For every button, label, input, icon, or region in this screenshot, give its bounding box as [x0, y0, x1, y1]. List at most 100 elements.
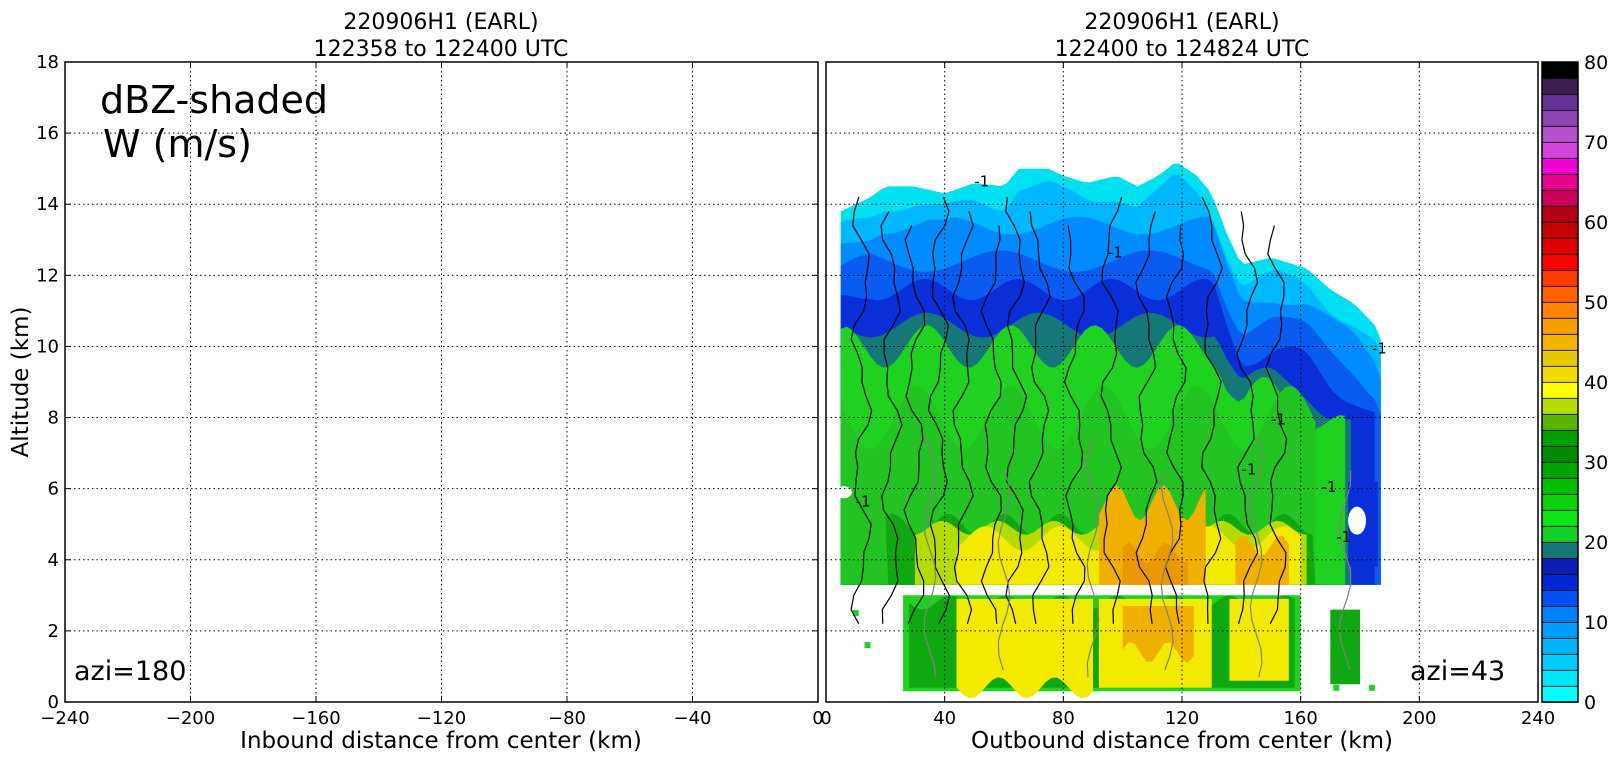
colorbar-tick-label: 20: [1584, 532, 1608, 554]
reflectivity-pixel: [852, 610, 859, 617]
contour-label: -1: [856, 492, 871, 510]
contour-line: [1028, 211, 1051, 624]
contour-line: [1160, 470, 1174, 671]
reflectivity-pixel: [864, 642, 871, 649]
right-x-axis-label: Outbound distance from center (km): [971, 728, 1393, 754]
y-axis-label: Altitude (km): [8, 307, 34, 458]
colorbar-swatch: [1541, 365, 1579, 383]
colorbar-swatch: [1541, 397, 1579, 415]
colorbar-swatch: [1541, 189, 1579, 207]
colorbar-tick-label: 10: [1584, 612, 1608, 634]
x-tick-label: −120: [417, 708, 466, 729]
contour-line: [923, 435, 937, 678]
left-x-ticks: −240 −200 −160 −120 −80 −40 0: [40, 62, 824, 729]
colorbar-swatch: [1541, 605, 1579, 623]
colorbar-swatch: [1541, 461, 1579, 479]
reflectivity-layer: [1122, 542, 1188, 585]
colorbar-swatch: [1541, 589, 1579, 607]
contour-line: [1100, 196, 1123, 624]
right-x-ticks: 0 40 80 120 160 200 240: [820, 62, 1555, 729]
colorbar-swatch: [1541, 413, 1579, 431]
y-tick-label: 16: [36, 123, 59, 144]
left-title-line2: 122358 to 122400 UTC: [314, 37, 569, 62]
echo-hole: [1348, 506, 1367, 535]
reflectivity-layer: [1330, 609, 1360, 685]
colorbar-swatch: [1541, 493, 1579, 511]
colorbar-swatch: [1541, 509, 1579, 527]
contour-label: -1: [1321, 478, 1336, 496]
x-tick-label: 120: [1165, 708, 1199, 729]
x-tick-label: 40: [933, 708, 956, 729]
colorbar-swatch: [1541, 301, 1579, 319]
colorbar-swatch: [1541, 141, 1579, 159]
right-panel: -1 -1 -1 -1 -1 -1 -1 -1 220906H1 (EARL) 122400 …: [820, 10, 1555, 754]
colorbar-swatch: [1541, 253, 1579, 271]
contour-line: [850, 196, 873, 625]
right-azimuth-label: azi=43: [1410, 656, 1505, 687]
y-tick-label: 14: [36, 194, 59, 215]
annotation-w-ms: W (m/s): [103, 122, 252, 166]
colorbar-swatch: [1541, 381, 1579, 399]
y-tick-label: 12: [36, 265, 59, 286]
right-title-line1: 220906H1 (EARL): [1084, 10, 1279, 35]
right-title-line2: 122400 to 124824 UTC: [1055, 37, 1310, 62]
reflectivity-pixel: [1368, 684, 1375, 691]
left-azimuth-label: azi=180: [74, 656, 186, 687]
contour-line: [1086, 435, 1100, 678]
y-tick-label: 10: [36, 336, 59, 357]
contour-line: [1005, 197, 1028, 624]
colorbar-swatch: [1541, 637, 1579, 655]
colorbar-swatch: [1541, 269, 1579, 287]
colorbar-swatch: [1541, 109, 1579, 127]
colorbar-swatch: [1541, 573, 1579, 591]
left-x-axis-label: Inbound distance from center (km): [240, 728, 642, 754]
contour-line: [1236, 211, 1259, 624]
x-tick-label: 0: [812, 708, 823, 729]
contour-line: [927, 196, 951, 625]
contour-line: [1063, 225, 1086, 624]
y-tick-label: 8: [48, 408, 59, 429]
reflectivity-layer: [956, 598, 1093, 699]
y-tick-label: 2: [48, 621, 59, 642]
x-tick-label: 80: [1052, 708, 1075, 729]
colorbar-swatch: [1541, 477, 1579, 495]
colorbar-swatch: [1541, 653, 1579, 671]
vertical-velocity-contours: -1 -1 -1 -1 -1 -1 -1 -1: [850, 172, 1387, 678]
colorbar-swatch: [1541, 349, 1579, 367]
y-tick-label: 0: [48, 692, 59, 713]
colorbar-swatch: [1541, 237, 1579, 255]
contour-line: [1201, 196, 1223, 624]
left-grid: [65, 62, 818, 702]
colorbar-swatch: [1541, 125, 1579, 143]
contour-line: [980, 225, 1002, 624]
contour-line: [903, 225, 926, 625]
colorbar-swatch: [1541, 525, 1579, 543]
left-y-ticks: 0 2 4 6 8 10 12 14 16 18: [36, 52, 1538, 713]
contour-label: -1: [1271, 411, 1286, 429]
x-tick-label: −200: [166, 708, 215, 729]
contour-label: -1: [1241, 460, 1256, 478]
x-tick-label: −40: [674, 708, 712, 729]
colorbar-tick-label: 50: [1584, 292, 1608, 314]
colorbar-swatches: [1541, 61, 1579, 703]
contour-line: [997, 470, 1011, 671]
colorbar-swatch: [1541, 157, 1579, 175]
colorbar-frame: [1541, 61, 1579, 703]
contour-line: [1249, 435, 1263, 678]
x-tick-label: −160: [291, 708, 340, 729]
colorbar-swatch: [1541, 77, 1579, 95]
colorbar: 0 10 20 30 40 50 60 70 80: [1541, 52, 1608, 714]
contour-label: -1: [1372, 340, 1387, 358]
y-tick-label: 6: [48, 479, 59, 500]
y-tick-label: 18: [36, 52, 59, 73]
reflectivity-layer: [1122, 606, 1194, 663]
colorbar-swatch: [1541, 685, 1579, 703]
colorbar-swatch: [1541, 541, 1579, 559]
reflectivity-shading: [835, 163, 1381, 699]
colorbar-swatch: [1541, 333, 1579, 351]
contour-label: -1: [1108, 244, 1123, 262]
colorbar-swatch: [1541, 445, 1579, 463]
reflectivity-pixel: [1333, 684, 1340, 691]
colorbar-swatch: [1541, 317, 1579, 335]
